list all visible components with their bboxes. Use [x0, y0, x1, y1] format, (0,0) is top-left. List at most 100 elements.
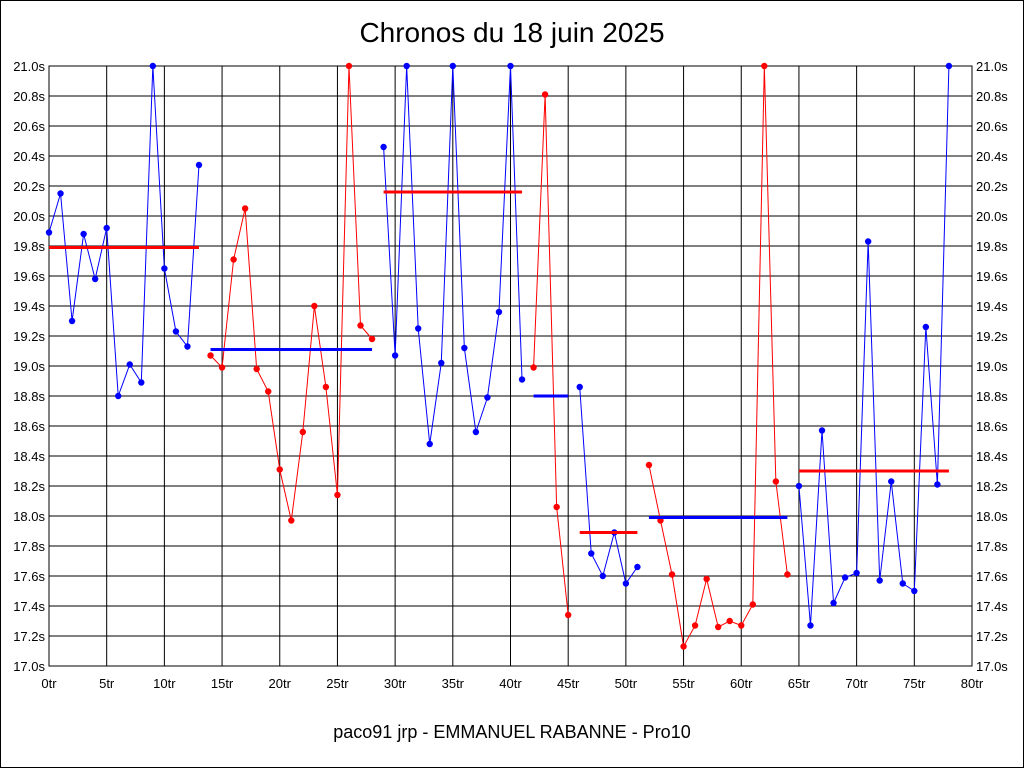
y-tick-label-right: 17.8s	[976, 539, 1008, 554]
data-point	[772, 478, 780, 485]
y-tick-label-right: 19.2s	[976, 329, 1008, 344]
y-tick-label-right: 17.4s	[976, 599, 1008, 614]
x-tick-label: 35tr	[442, 676, 465, 691]
data-point	[807, 622, 814, 629]
data-point	[899, 580, 906, 587]
y-tick-label-left: 20.6s	[13, 119, 45, 134]
data-point	[368, 335, 376, 343]
data-point	[588, 550, 595, 557]
series-line-red	[210, 65, 373, 521]
data-point	[576, 383, 583, 391]
y-tick-label-right: 18.8s	[976, 389, 1008, 404]
data-point	[668, 571, 676, 578]
y-tick-label-right: 17.2s	[976, 629, 1008, 644]
data-point	[380, 143, 387, 151]
data-point	[68, 317, 76, 325]
y-tick-label-left: 19.4s	[13, 299, 45, 314]
data-point	[864, 238, 872, 245]
data-point	[530, 364, 537, 371]
data-point	[622, 580, 630, 587]
data-point	[841, 574, 849, 581]
x-tick-label: 0tr	[41, 676, 57, 691]
data-point	[507, 62, 514, 70]
x-tick-label: 5tr	[99, 676, 115, 691]
data-point	[714, 623, 722, 631]
data-point	[761, 62, 768, 70]
x-tick-label: 60tr	[730, 676, 753, 691]
data-point	[553, 503, 560, 511]
series-line-blue	[48, 65, 200, 397]
y-tick-label-left: 18.6s	[13, 419, 45, 434]
data-point	[495, 308, 503, 316]
y-tick-label-left: 20.8s	[13, 89, 45, 104]
y-tick-label-left: 17.8s	[13, 539, 45, 554]
data-point	[161, 265, 168, 272]
x-tick-label: 15tr	[211, 676, 234, 691]
y-tick-label-left: 20.4s	[13, 149, 45, 164]
data-point	[115, 392, 122, 400]
y-tick-label-right: 21.0s	[976, 59, 1008, 74]
data-point	[218, 364, 226, 371]
y-tick-label-right: 18.6s	[976, 419, 1008, 434]
data-point	[80, 230, 87, 238]
data-point	[345, 62, 353, 70]
y-tick-label-left: 20.2s	[13, 179, 45, 194]
x-tick-label: 50tr	[615, 676, 638, 691]
y-tick-label-right: 20.8s	[976, 89, 1008, 104]
y-tick-label-left: 17.0s	[13, 659, 45, 674]
data-point	[276, 466, 283, 473]
data-point	[749, 601, 756, 608]
data-point	[241, 205, 249, 212]
y-tick-label-right: 17.0s	[976, 659, 1008, 674]
y-tick-label-right: 20.0s	[976, 209, 1008, 224]
data-point	[299, 428, 307, 436]
data-point	[265, 388, 272, 395]
y-tick-label-left: 21.0s	[13, 59, 45, 74]
y-tick-label-left: 19.0s	[13, 359, 45, 374]
data-point	[484, 394, 491, 401]
data-point	[911, 587, 918, 595]
y-tick-label-left: 20.0s	[13, 209, 45, 224]
data-point	[461, 344, 468, 352]
y-tick-label-right: 20.4s	[976, 149, 1008, 164]
series-line-blue	[798, 65, 950, 626]
data-point	[876, 577, 883, 584]
data-point	[207, 352, 214, 359]
y-tick-label-right: 20.2s	[976, 179, 1008, 194]
y-tick-label-right: 19.0s	[976, 359, 1008, 374]
y-tick-label-left: 18.8s	[13, 389, 45, 404]
y-tick-label-right: 18.4s	[976, 449, 1008, 464]
data-point	[564, 611, 572, 619]
x-tick-label: 80tr	[961, 676, 984, 691]
data-point	[726, 617, 733, 625]
data-point	[311, 302, 318, 310]
data-point	[91, 275, 99, 283]
data-point	[426, 440, 433, 448]
y-tick-label-right: 17.6s	[976, 569, 1008, 584]
data-point	[415, 325, 422, 332]
data-point	[449, 62, 457, 70]
data-point	[288, 517, 295, 524]
data-point	[149, 62, 157, 70]
data-point	[634, 563, 641, 571]
series-line-red	[648, 65, 788, 649]
data-point	[784, 571, 791, 578]
data-point	[691, 622, 699, 629]
y-tick-label-right: 19.8s	[976, 239, 1008, 254]
y-tick-label-left: 17.6s	[13, 569, 45, 584]
data-point	[934, 481, 941, 488]
x-tick-label: 45tr	[557, 676, 580, 691]
data-point	[391, 352, 399, 359]
x-tick-label: 55tr	[672, 676, 695, 691]
data-point	[922, 323, 930, 331]
y-tick-label-right: 18.2s	[976, 479, 1008, 494]
data-point	[888, 478, 895, 485]
data-point	[680, 643, 687, 650]
data-point	[738, 622, 745, 629]
data-point	[703, 575, 710, 583]
data-point	[322, 383, 330, 391]
data-point	[645, 461, 653, 469]
y-tick-label-right: 20.6s	[976, 119, 1008, 134]
data-point	[357, 322, 364, 329]
x-tick-label: 25tr	[326, 676, 349, 691]
